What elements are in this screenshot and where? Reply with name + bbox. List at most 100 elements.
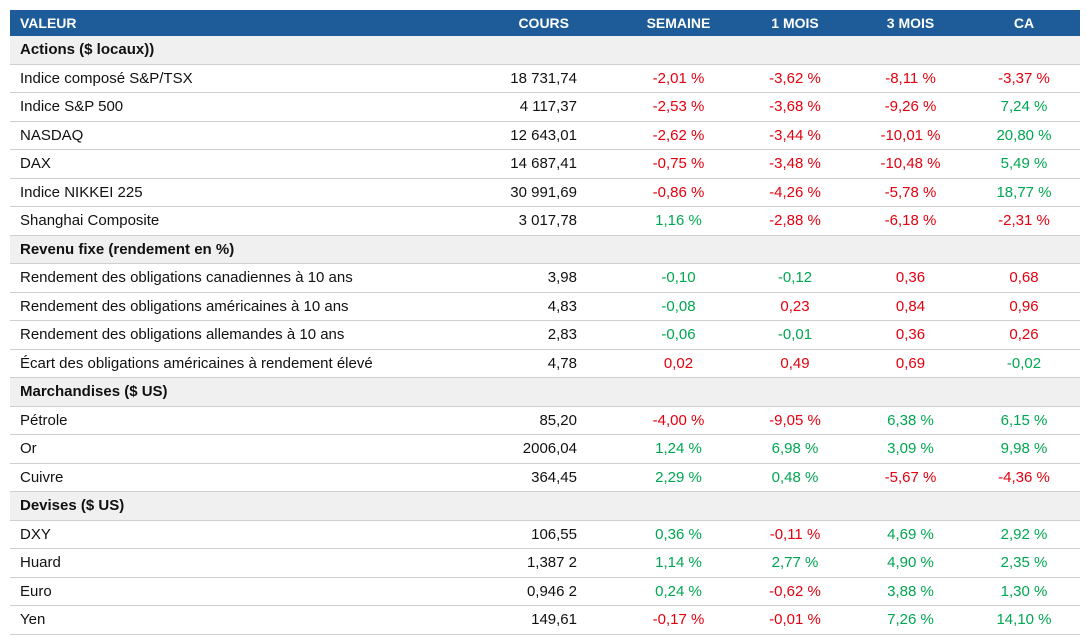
change-cell: 3,09 %: [853, 434, 968, 464]
change-cell: 6,38 %: [853, 406, 968, 435]
change-cell: 14,10 %: [968, 605, 1080, 635]
row-name: Pétrole: [10, 406, 470, 435]
data-row: Rendement des obligations américaines à …: [10, 292, 1080, 321]
price-cell: 14 687,41: [470, 149, 620, 179]
price-cell: 12 643,01: [470, 121, 620, 150]
change-cell: -0,01 %: [737, 605, 853, 635]
change-cell: 2,35 %: [968, 548, 1080, 578]
change-cell: -4,36 %: [968, 463, 1080, 492]
row-name: Indice composé S&P/TSX: [10, 64, 470, 93]
price-cell: 106,55: [470, 520, 620, 549]
data-row: Shanghai Composite 3 017,78 1,16 % -2,88 % -…: [10, 206, 1080, 236]
data-row: Rendement des obligations allemandes à 1…: [10, 320, 1080, 350]
change-cell: 18,77 %: [968, 178, 1080, 207]
change-cell: -4,00 %: [620, 406, 737, 435]
section-title: Revenu fixe (rendement en %): [10, 235, 1080, 264]
data-row: NASDAQ 12 643,01 -2,62 % -3,44 % -10,01 % 20,…: [10, 121, 1080, 150]
price-cell: 4,83: [470, 292, 620, 321]
column-header: CA: [968, 10, 1080, 36]
row-name: Rendement des obligations américaines à …: [10, 292, 470, 321]
change-cell: 0,23: [737, 292, 853, 321]
change-cell: -0,17 %: [620, 605, 737, 635]
change-cell: 0,84: [853, 292, 968, 321]
change-cell: 6,15 %: [968, 406, 1080, 435]
change-cell: -10,48 %: [853, 149, 968, 179]
change-cell: -0,11 %: [737, 520, 853, 549]
change-cell: 1,24 %: [620, 434, 737, 464]
change-cell: -2,62 %: [620, 121, 737, 150]
change-cell: 0,36: [853, 263, 968, 293]
change-cell: -2,01 %: [620, 64, 737, 93]
price-cell: 3 017,78: [470, 206, 620, 236]
price-cell: 30 991,69: [470, 178, 620, 207]
change-cell: 1,30 %: [968, 577, 1080, 606]
row-name: Écart des obligations américaines à rend…: [10, 349, 470, 378]
change-cell: 0,49: [737, 349, 853, 378]
row-name: Euro: [10, 577, 470, 606]
change-cell: -9,26 %: [853, 92, 968, 122]
price-cell: 4 117,37: [470, 92, 620, 122]
change-cell: -0,06: [620, 320, 737, 350]
section-row: Revenu fixe (rendement en %): [10, 235, 1080, 264]
row-name: Or: [10, 434, 470, 464]
row-name: DXY: [10, 520, 470, 549]
change-cell: -0,75 %: [620, 149, 737, 179]
section-row: Devises ($ US): [10, 491, 1080, 521]
change-cell: 7,24 %: [968, 92, 1080, 122]
price-cell: 364,45: [470, 463, 620, 492]
row-name: Rendement des obligations canadiennes à …: [10, 263, 470, 293]
change-cell: 6,98 %: [737, 434, 853, 464]
data-row: DXY 106,55 0,36 % -0,11 % 4,69 % 2,92 %: [10, 520, 1080, 549]
row-name: Indice S&P 500: [10, 92, 470, 122]
change-cell: 4,69 %: [853, 520, 968, 549]
price-cell: 4,78: [470, 349, 620, 378]
section-title: Actions ($ locaux)): [10, 36, 1080, 65]
change-cell: -3,62 %: [737, 64, 853, 93]
change-cell: 2,29 %: [620, 463, 737, 492]
row-name: DAX: [10, 149, 470, 179]
data-row: Euro 0,946 2 0,24 % -0,62 % 3,88 % 1,30 %: [10, 577, 1080, 606]
data-row: Or 2006,04 1,24 % 6,98 % 3,09 % 9,98 %: [10, 434, 1080, 464]
change-cell: -3,37 %: [968, 64, 1080, 93]
change-cell: 0,24 %: [620, 577, 737, 606]
change-cell: -0,10: [620, 263, 737, 293]
change-cell: -3,68 %: [737, 92, 853, 122]
change-cell: -6,18 %: [853, 206, 968, 236]
table-body: Actions ($ locaux)) Indice composé S&P/TS…: [10, 36, 1080, 635]
price-cell: 2,83: [470, 320, 620, 350]
change-cell: 0,36: [853, 320, 968, 350]
row-name: NASDAQ: [10, 121, 470, 150]
change-cell: -10,01 %: [853, 121, 968, 150]
row-name: Rendement des obligations allemandes à 1…: [10, 320, 470, 350]
data-row: Huard 1,387 2 1,14 % 2,77 % 4,90 % 2,35 %: [10, 548, 1080, 578]
change-cell: -0,62 %: [737, 577, 853, 606]
row-name: Cuivre: [10, 463, 470, 492]
change-cell: -2,88 %: [737, 206, 853, 236]
section-title: Devises ($ US): [10, 491, 1080, 521]
price-cell: 149,61: [470, 605, 620, 635]
data-row: Rendement des obligations canadiennes à …: [10, 263, 1080, 293]
row-name: Huard: [10, 548, 470, 578]
change-cell: 0,02: [620, 349, 737, 378]
data-row: Cuivre 364,45 2,29 % 0,48 % -5,67 % -4,36 %: [10, 463, 1080, 492]
change-cell: 1,16 %: [620, 206, 737, 236]
column-header: 3 MOIS: [853, 10, 968, 36]
change-cell: -0,12: [737, 263, 853, 293]
column-header: SEMAINE: [620, 10, 737, 36]
column-header: COURS: [470, 10, 620, 36]
change-cell: -3,44 %: [737, 121, 853, 150]
column-header: 1 MOIS: [737, 10, 853, 36]
data-row: DAX 14 687,41 -0,75 % -3,48 % -10,48 % 5,49 %: [10, 149, 1080, 179]
price-cell: 85,20: [470, 406, 620, 435]
change-cell: 9,98 %: [968, 434, 1080, 464]
change-cell: 4,90 %: [853, 548, 968, 578]
change-cell: 5,49 %: [968, 149, 1080, 179]
price-cell: 0,946 2: [470, 577, 620, 606]
price-cell: 1,387 2: [470, 548, 620, 578]
change-cell: -3,48 %: [737, 149, 853, 179]
data-row: Pétrole 85,20 -4,00 % -9,05 % 6,38 % 6,15 %: [10, 406, 1080, 435]
change-cell: 2,77 %: [737, 548, 853, 578]
change-cell: -9,05 %: [737, 406, 853, 435]
change-cell: 1,14 %: [620, 548, 737, 578]
